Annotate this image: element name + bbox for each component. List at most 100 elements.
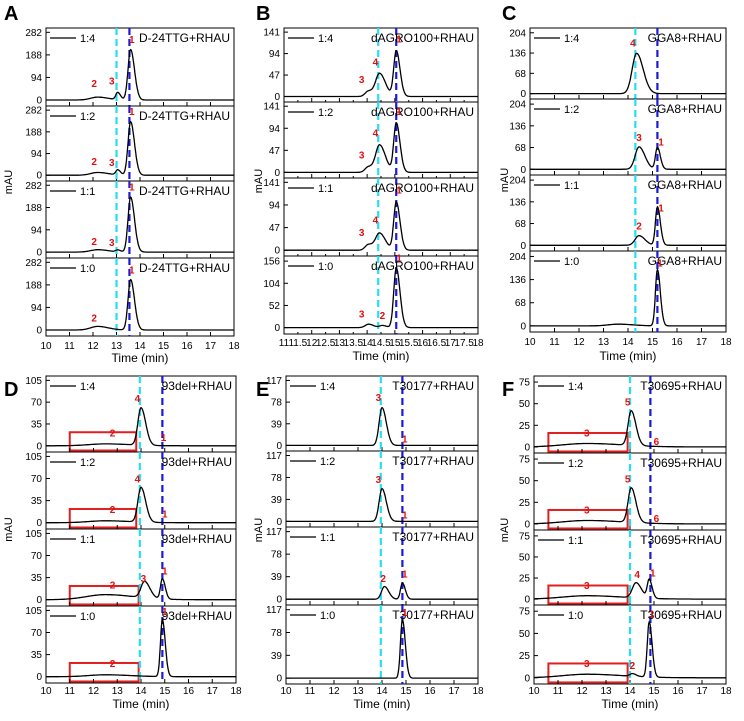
peak-label: 1: [129, 35, 135, 46]
peak-label: 3: [359, 309, 365, 320]
panel-letter: E: [256, 379, 269, 401]
y-tick-label: 0: [520, 241, 526, 252]
subplot-1-1: 0 25 50 75 1:1 T30695+RHAU 4 1 3: [519, 529, 727, 606]
y-tick-label: 0: [276, 441, 282, 452]
peak-label: 1: [657, 258, 663, 269]
x-axis-label: Time (min): [113, 697, 170, 711]
chromatogram-trace: [530, 146, 726, 170]
y-tick-label: 50: [519, 476, 531, 487]
chromatogram-trace: [530, 52, 726, 95]
peak-label: 3: [584, 659, 590, 670]
x-tick-label: 11: [64, 341, 75, 352]
y-tick-label: 141: [263, 178, 280, 189]
y-tick-label: 35: [31, 419, 43, 430]
x-tick-label: 10: [40, 341, 52, 352]
y-tick-label: 94: [31, 149, 43, 160]
peak-label: 3: [584, 506, 590, 517]
x-tick-label: 10: [524, 337, 536, 348]
y-tick-label: 0: [36, 672, 42, 683]
highlight-box: [547, 508, 629, 530]
y-tick-label: 117: [266, 605, 282, 616]
sample-name: D-24TTG+RHAU: [139, 184, 230, 198]
peak-label: 2: [630, 661, 636, 672]
peak-label: 3: [141, 574, 147, 585]
y-tick-label: 68: [515, 219, 527, 230]
y-tick-label: 39: [271, 419, 283, 430]
peak-label: 1: [162, 566, 168, 577]
x-tick-label: 11: [549, 337, 560, 348]
chromatogram-trace: [530, 205, 726, 246]
legend-ratio: 1:4: [318, 33, 333, 45]
peak-label: 6: [654, 514, 660, 525]
y-tick-label: 78: [271, 473, 283, 484]
x-tick-label: 12.5: [316, 338, 336, 349]
chromatogram-trace: [46, 196, 234, 253]
sample-name: dAGRO100+RHAU: [371, 31, 474, 45]
y-tick-label: 117: [266, 451, 282, 462]
peak-label: 2: [110, 659, 116, 670]
chromatogram-trace: [534, 620, 726, 679]
y-tick-label: 0: [36, 441, 42, 452]
x-tick-label: 16: [672, 686, 684, 697]
y-tick-label: 94: [269, 49, 281, 60]
x-tick-label: 16: [417, 338, 429, 349]
subplot-1-4: 0 25 50 75 1:4 T30695+RHAU 5 3 6: [519, 375, 727, 454]
peak-label: 1: [650, 568, 656, 579]
chromatogram-trace: [534, 487, 726, 525]
y-axis-label: mAU: [3, 170, 15, 195]
highlight-box: [68, 507, 138, 529]
peak-label: 2: [380, 574, 386, 585]
x-tick-label: 12: [573, 337, 585, 348]
y-tick-label: 282: [25, 106, 42, 117]
legend-ratio: 1:0: [564, 256, 579, 268]
subplot-1-1: 0 68 136 204 1:1 GGA8+RHAU 2 1: [509, 174, 727, 252]
peak-label: 3: [359, 228, 365, 239]
y-tick-label: 0: [524, 595, 530, 606]
sample-name: D-24TTG+RHAU: [139, 31, 230, 45]
subplot-1-2: 0 39 78 117 1:2 T30177+RHAU 3 1: [266, 450, 479, 528]
peak-label: 2: [110, 580, 116, 591]
y-tick-label: 0: [36, 171, 42, 182]
y-tick-label: 0: [524, 519, 530, 530]
y-tick-label: 117: [266, 376, 282, 387]
x-tick-label: 13: [598, 337, 610, 348]
y-tick-label: 141: [263, 28, 280, 39]
subplot-1-2: 0 94 188 282 1:2 D-24TTG+RHAU 1 2 3: [25, 105, 235, 182]
legend-ratio: 1:4: [80, 381, 95, 393]
x-tick-label: 18: [230, 686, 242, 697]
peak-label: 1: [658, 204, 664, 215]
x-tick-label: 12: [87, 341, 99, 352]
sample-name: T30177+RHAU: [392, 608, 474, 622]
subplot-1-4: 0 35 70 105 1:4 93del+RHAU 4 2 1: [25, 375, 237, 453]
chromatogram-trace: [46, 406, 236, 447]
legend-ratio: 1:0: [318, 261, 333, 273]
legend-ratio: 1:1: [80, 186, 95, 198]
x-axis-label: Time (min): [353, 349, 410, 363]
y-tick-label: 136: [509, 49, 526, 60]
chromatogram-trace: [46, 48, 234, 101]
peak-label: 3: [109, 76, 115, 87]
x-tick-label: 12: [88, 686, 100, 697]
chromatogram-trace: [46, 278, 234, 331]
sample-name: D-24TTG+RHAU: [139, 261, 230, 275]
y-tick-label: 39: [271, 572, 283, 583]
chromatogram-trace: [534, 410, 726, 448]
y-tick-label: 25: [519, 651, 531, 662]
x-axis-label: Time (min): [354, 697, 411, 711]
x-tick-label: 14: [362, 338, 374, 349]
legend-ratio: 1:2: [320, 456, 335, 468]
y-tick-label: 25: [519, 574, 531, 585]
y-tick-label: 105: [25, 452, 42, 463]
peak-label: 2: [380, 311, 386, 322]
peak-label: 3: [359, 150, 365, 161]
peak-label: 1: [402, 511, 408, 522]
y-tick-label: 204: [509, 176, 526, 187]
y-tick-label: 47: [269, 146, 281, 157]
x-tick-label: 17: [205, 341, 217, 352]
